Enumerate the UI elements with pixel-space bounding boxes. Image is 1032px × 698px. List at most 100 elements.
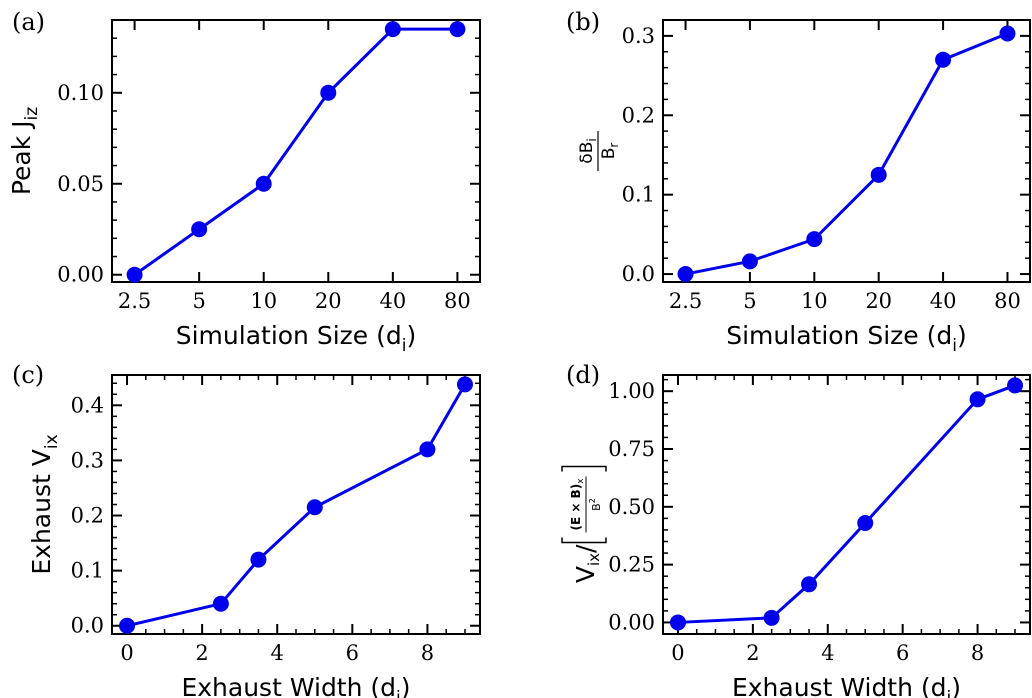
y-label-denominator-main: B bbox=[590, 503, 603, 511]
x-axis-label-sub: i bbox=[947, 688, 952, 698]
y-axis-label-sub: iz bbox=[22, 107, 42, 121]
data-point bbox=[669, 614, 686, 631]
bracket-left bbox=[561, 537, 607, 544]
data-point bbox=[119, 617, 136, 634]
x-tick-label: 0 bbox=[120, 641, 133, 665]
plot-frame bbox=[111, 374, 481, 635]
y-tick-label: 0.0 bbox=[622, 262, 655, 286]
x-tick-label: 10 bbox=[250, 289, 277, 313]
data-point bbox=[126, 266, 143, 283]
x-axis-label-sub: i bbox=[952, 336, 957, 356]
y-label-numerator: δBi bbox=[577, 138, 599, 163]
plot-frame bbox=[662, 374, 1031, 635]
panel-label: (b) bbox=[566, 8, 600, 36]
y-label-lhs-sub: ix bbox=[585, 553, 603, 566]
data-point bbox=[212, 595, 229, 612]
series-line bbox=[677, 383, 1016, 624]
x-axis-label: Exhaust Width (di) bbox=[181, 673, 410, 698]
y-label-lhs: Vix/ bbox=[571, 544, 603, 583]
x-tick-label: 2 bbox=[195, 641, 208, 665]
data-point bbox=[191, 221, 208, 238]
panel-a: 2.5 5 10 20 40 80 0.00 0.05 0.10 (a) Simulation Si… bbox=[7, 8, 481, 356]
data-point bbox=[456, 376, 473, 393]
x-tick-label: 8 bbox=[421, 641, 434, 665]
data-point bbox=[857, 515, 874, 531]
x-axis-label-close: ) bbox=[406, 321, 416, 350]
x-tick-label: 40 bbox=[379, 289, 406, 313]
data-point bbox=[250, 551, 267, 568]
data-point bbox=[384, 21, 401, 38]
x-axis-label-close: ) bbox=[951, 673, 961, 698]
y-tick-label: 0.1 bbox=[622, 183, 655, 207]
y-tick-label: 0.00 bbox=[57, 263, 104, 287]
x-tick-label: 40 bbox=[930, 289, 957, 313]
y-tick-label: 0.05 bbox=[57, 172, 104, 196]
data-point bbox=[969, 391, 986, 408]
x-axis-label-main: Exhaust Width (d bbox=[732, 673, 947, 698]
y-label-denominator-main: B bbox=[599, 148, 619, 160]
y-axis-label: Vix/(E × B)xB2 bbox=[561, 465, 607, 583]
x-tick-label: 5 bbox=[192, 289, 205, 313]
panel-b: 2.5 5 10 20 40 80 0.0 0.1 0.2 0.3 (b) Simulation Si… bbox=[566, 8, 1031, 356]
panel-label: (c) bbox=[12, 361, 44, 389]
x-axis-label-close: ) bbox=[957, 321, 967, 350]
data-point bbox=[320, 84, 337, 101]
x-axis-label-sub: i bbox=[402, 336, 407, 356]
x-tick-label: 20 bbox=[865, 289, 892, 313]
data-point bbox=[999, 25, 1016, 42]
x-tick-label: 10 bbox=[801, 289, 828, 313]
y-tick-label: 0.75 bbox=[608, 437, 655, 461]
x-axis-label-main: Simulation Size (d bbox=[176, 321, 402, 350]
y-tick-label: 0.0 bbox=[71, 614, 104, 638]
y-label-denominator-sup: 2 bbox=[588, 498, 597, 503]
y-tick-label: 0.1 bbox=[71, 559, 104, 583]
x-tick-label: 20 bbox=[315, 289, 342, 313]
x-tick-label: 5 bbox=[743, 289, 756, 313]
y-label-denominator: Br bbox=[599, 143, 621, 160]
bracket-right bbox=[561, 465, 607, 472]
y-tick-label: 0.50 bbox=[608, 495, 655, 519]
y-axis-label-main: Peak J bbox=[7, 120, 36, 195]
y-label-numerator: (E × B)x bbox=[569, 478, 586, 531]
y-axis-label: Peak Jiz bbox=[7, 107, 42, 195]
y-axis-label-main: Exhaust V bbox=[27, 449, 56, 574]
x-tick-label: 6 bbox=[346, 641, 359, 665]
y-tick-label: 1.00 bbox=[608, 379, 655, 403]
y-label-denominator-sub: r bbox=[607, 143, 621, 148]
panel-c: 0 2 4 6 80.00.10.20.30.4(c)Exhaust Width (di… bbox=[12, 361, 481, 698]
x-axis-label-main: Simulation Size (d bbox=[726, 321, 952, 350]
x-axis-label: Exhaust Width (di) bbox=[732, 673, 961, 698]
y-label-denominator: B2 bbox=[588, 498, 603, 511]
y-axis-label: Exhaust Vix bbox=[27, 434, 62, 574]
x-tick-label: 80 bbox=[444, 289, 471, 313]
y-tick-label: 0.2 bbox=[622, 103, 655, 127]
plot-frame bbox=[111, 19, 481, 283]
panel-label: (d) bbox=[566, 361, 600, 389]
x-tick-label: 0 bbox=[671, 641, 684, 665]
x-axis-label-main: Exhaust Width (d bbox=[181, 673, 396, 698]
data-point bbox=[801, 576, 818, 593]
x-axis-label-close: ) bbox=[401, 673, 411, 698]
data-point bbox=[806, 231, 823, 248]
y-axis-label-sub: ix bbox=[42, 434, 62, 449]
y-label-numerator-main: δB bbox=[577, 142, 597, 164]
y-tick-label: 0.2 bbox=[71, 504, 104, 528]
y-tick-label: 0.25 bbox=[608, 553, 655, 577]
y-label-slash: / bbox=[571, 544, 600, 553]
series-line bbox=[126, 383, 467, 628]
y-label-numerator-sub: x bbox=[576, 478, 586, 484]
y-tick-label: 0.10 bbox=[57, 81, 104, 105]
x-axis-label: Simulation Size (di) bbox=[176, 321, 417, 356]
y-tick-label: 0.3 bbox=[622, 24, 655, 48]
data-point bbox=[419, 441, 436, 458]
data-point bbox=[1007, 377, 1024, 394]
y-tick-label: 0.3 bbox=[71, 448, 104, 472]
x-tick-label: 4 bbox=[271, 641, 284, 665]
series-line bbox=[133, 27, 458, 276]
x-tick-label: 8 bbox=[971, 641, 984, 665]
data-point bbox=[255, 175, 272, 192]
y-tick-label: 0.00 bbox=[608, 610, 655, 634]
x-tick-label: 6 bbox=[896, 641, 909, 665]
x-tick-label: 2.5 bbox=[118, 289, 151, 313]
